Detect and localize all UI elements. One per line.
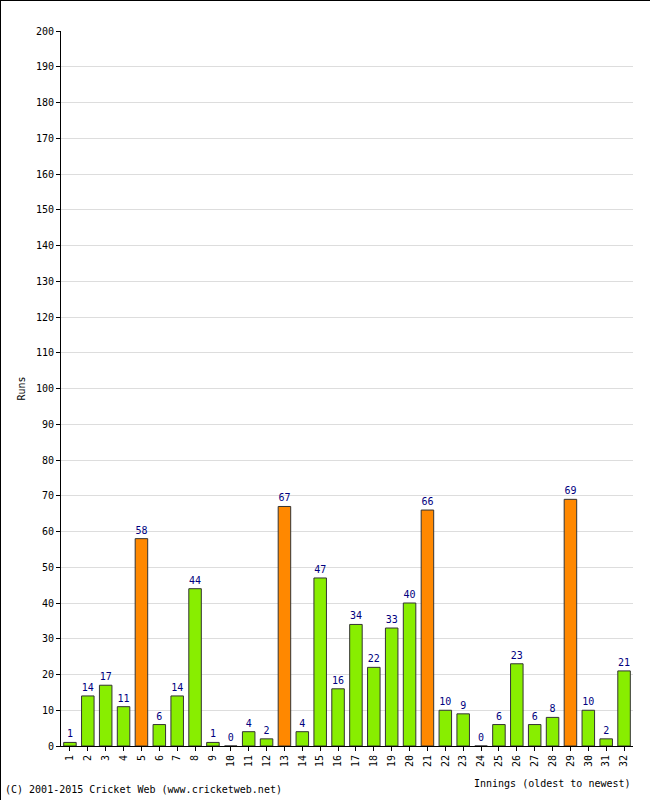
svg-text:70: 70: [42, 490, 54, 501]
svg-text:0: 0: [48, 741, 54, 752]
svg-text:24: 24: [475, 755, 486, 767]
svg-text:40: 40: [42, 598, 54, 609]
svg-text:67: 67: [278, 492, 290, 503]
svg-text:13: 13: [279, 755, 290, 767]
svg-text:4: 4: [299, 718, 305, 729]
svg-text:14: 14: [82, 682, 94, 693]
svg-text:58: 58: [135, 525, 147, 536]
svg-text:(C) 2001-2015 Cricket Web (www: (C) 2001-2015 Cricket Web (www.cricketwe…: [5, 784, 282, 795]
svg-text:11: 11: [243, 755, 254, 767]
svg-text:17: 17: [100, 671, 112, 682]
svg-text:32: 32: [618, 755, 629, 767]
svg-text:30: 30: [42, 633, 54, 644]
svg-text:19: 19: [386, 755, 397, 767]
svg-text:33: 33: [386, 614, 398, 625]
svg-text:0: 0: [228, 732, 234, 743]
svg-text:6: 6: [156, 711, 162, 722]
svg-text:7: 7: [171, 755, 182, 761]
svg-text:10: 10: [225, 755, 236, 767]
svg-text:66: 66: [421, 496, 433, 507]
svg-text:22: 22: [368, 653, 380, 664]
svg-text:50: 50: [42, 562, 54, 573]
svg-text:130: 130: [36, 276, 54, 287]
svg-text:6: 6: [532, 711, 538, 722]
svg-text:1: 1: [64, 755, 75, 761]
svg-text:30: 30: [583, 755, 594, 767]
svg-text:2: 2: [82, 755, 93, 761]
svg-text:12: 12: [261, 755, 272, 767]
svg-text:4: 4: [118, 755, 129, 761]
svg-text:9: 9: [207, 755, 218, 761]
svg-text:1: 1: [210, 728, 216, 739]
svg-text:3: 3: [100, 755, 111, 761]
svg-text:6: 6: [154, 755, 165, 761]
svg-text:23: 23: [511, 650, 523, 661]
svg-text:200: 200: [36, 26, 54, 37]
svg-text:69: 69: [564, 485, 576, 496]
svg-text:Runs: Runs: [16, 376, 27, 400]
svg-text:6: 6: [496, 711, 502, 722]
svg-text:20: 20: [404, 755, 415, 767]
svg-text:9: 9: [460, 700, 466, 711]
svg-text:15: 15: [314, 755, 325, 767]
svg-text:16: 16: [332, 755, 343, 767]
svg-text:11: 11: [118, 693, 130, 704]
svg-text:120: 120: [36, 312, 54, 323]
svg-text:90: 90: [42, 419, 54, 430]
svg-text:Innings (oldest to newest): Innings (oldest to newest): [474, 778, 631, 789]
svg-text:10: 10: [439, 696, 451, 707]
svg-text:14: 14: [297, 755, 308, 767]
svg-text:8: 8: [550, 703, 556, 714]
svg-text:10: 10: [582, 696, 594, 707]
svg-text:47: 47: [314, 564, 326, 575]
svg-text:29: 29: [565, 755, 576, 767]
svg-text:25: 25: [493, 755, 504, 767]
svg-text:17: 17: [350, 755, 361, 767]
svg-text:150: 150: [36, 204, 54, 215]
svg-text:2: 2: [603, 725, 609, 736]
svg-text:2: 2: [264, 725, 270, 736]
svg-text:8: 8: [189, 755, 200, 761]
svg-text:4: 4: [246, 718, 252, 729]
svg-text:20: 20: [42, 669, 54, 680]
svg-text:28: 28: [547, 755, 558, 767]
svg-text:5: 5: [136, 755, 147, 761]
svg-text:40: 40: [404, 589, 416, 600]
svg-text:60: 60: [42, 526, 54, 537]
svg-text:31: 31: [600, 755, 611, 767]
svg-text:0: 0: [478, 732, 484, 743]
svg-text:27: 27: [529, 755, 540, 767]
svg-text:44: 44: [189, 575, 201, 586]
svg-text:110: 110: [36, 347, 54, 358]
svg-text:100: 100: [36, 383, 54, 394]
svg-text:21: 21: [618, 657, 630, 668]
svg-text:14: 14: [171, 682, 183, 693]
svg-text:180: 180: [36, 97, 54, 108]
svg-text:16: 16: [332, 675, 344, 686]
svg-text:80: 80: [42, 455, 54, 466]
svg-text:10: 10: [42, 705, 54, 716]
svg-text:26: 26: [511, 755, 522, 767]
svg-text:1: 1: [67, 728, 73, 739]
svg-text:160: 160: [36, 169, 54, 180]
svg-text:34: 34: [350, 610, 362, 621]
svg-text:23: 23: [457, 755, 468, 767]
svg-text:22: 22: [440, 755, 451, 767]
svg-text:140: 140: [36, 240, 54, 251]
svg-text:18: 18: [368, 755, 379, 767]
svg-text:170: 170: [36, 133, 54, 144]
svg-text:190: 190: [36, 61, 54, 72]
svg-text:21: 21: [422, 755, 433, 767]
